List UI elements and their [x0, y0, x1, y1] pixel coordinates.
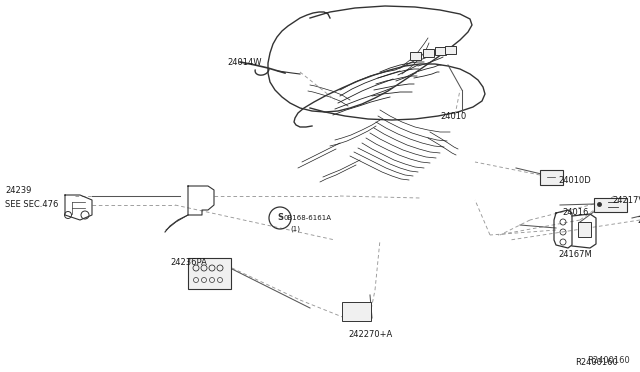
Text: 24010D: 24010D — [558, 176, 591, 185]
FancyBboxPatch shape — [410, 51, 420, 60]
FancyBboxPatch shape — [422, 48, 433, 57]
FancyBboxPatch shape — [188, 257, 230, 289]
Text: 0B168-6161A: 0B168-6161A — [283, 215, 331, 221]
Text: (1): (1) — [290, 226, 300, 232]
Text: 242270+A: 242270+A — [348, 330, 392, 339]
FancyBboxPatch shape — [342, 301, 371, 321]
Text: 24010: 24010 — [440, 112, 467, 121]
FancyBboxPatch shape — [593, 198, 627, 212]
Text: S: S — [277, 214, 283, 222]
Text: 24167M: 24167M — [558, 250, 592, 259]
FancyBboxPatch shape — [540, 170, 563, 185]
FancyBboxPatch shape — [435, 46, 445, 55]
Text: 24236PA: 24236PA — [170, 258, 207, 267]
Text: R2400160: R2400160 — [588, 356, 630, 365]
FancyBboxPatch shape — [577, 221, 591, 237]
Text: R2400160: R2400160 — [575, 358, 618, 367]
Text: 24217V: 24217V — [612, 196, 640, 205]
FancyBboxPatch shape — [445, 45, 456, 54]
Text: SEE SEC.476: SEE SEC.476 — [5, 200, 58, 209]
Text: 24239: 24239 — [5, 186, 31, 195]
Text: 24016: 24016 — [562, 208, 588, 217]
Text: 24014W: 24014W — [227, 58, 262, 67]
Text: 24016+A: 24016+A — [637, 216, 640, 225]
